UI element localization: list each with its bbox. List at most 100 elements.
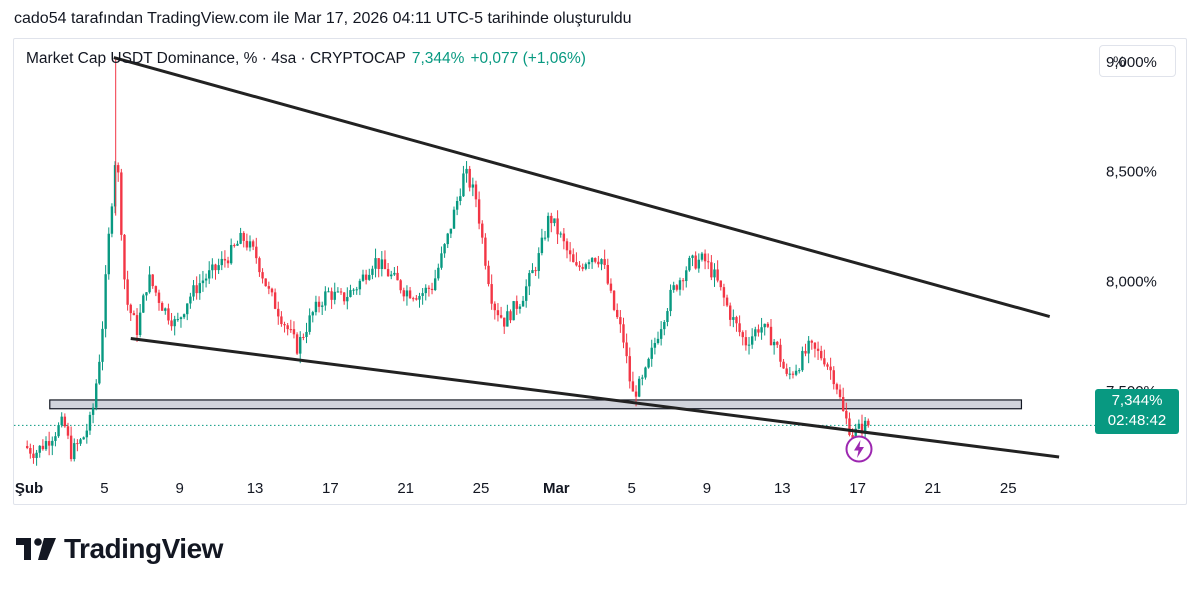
candle-body — [785, 368, 788, 374]
candle-body — [380, 259, 384, 269]
candle-body — [364, 274, 368, 280]
candle-body — [656, 338, 660, 344]
candle-body — [324, 291, 327, 306]
tradingview-logo[interactable]: TradingView — [16, 533, 223, 565]
candle-body — [681, 280, 685, 282]
candle-body — [437, 267, 440, 279]
percent-scale-button[interactable]: % — [1099, 45, 1176, 77]
candle-body — [722, 287, 726, 298]
candle-body — [641, 377, 644, 379]
lightning-icon[interactable] — [845, 435, 873, 463]
candle-body — [107, 233, 110, 275]
candle-body — [556, 218, 559, 235]
candle-body — [314, 301, 318, 313]
candle-body — [550, 215, 553, 224]
candle-body — [25, 446, 29, 449]
candle-body — [277, 308, 280, 317]
candle-body — [675, 285, 679, 290]
candle-body — [418, 295, 421, 300]
candle-body — [543, 237, 547, 239]
candle-body — [280, 316, 283, 325]
candle-body — [195, 285, 198, 294]
candle-body — [186, 303, 189, 315]
candle-body — [572, 254, 575, 263]
candle-body — [741, 332, 744, 338]
candle-body — [342, 292, 346, 302]
candle-body — [182, 314, 186, 318]
candle-body — [95, 383, 98, 408]
candle-body — [788, 373, 792, 375]
candle-body — [524, 286, 528, 301]
candle-body — [653, 343, 657, 348]
x-tick-label: Mar — [543, 480, 570, 497]
candle-body — [459, 196, 462, 202]
candle-body — [138, 312, 142, 336]
candle-body — [484, 237, 487, 266]
candle-body — [352, 289, 355, 291]
candle-body — [308, 315, 311, 332]
candle-body — [568, 250, 572, 255]
candle-body — [135, 315, 139, 336]
candle-body — [443, 244, 446, 254]
candle-body — [838, 389, 842, 398]
candle-body — [295, 334, 299, 354]
candle-body — [132, 313, 136, 316]
candle-body — [760, 327, 763, 333]
candle-body — [292, 329, 296, 335]
candle-body — [832, 370, 835, 385]
candle-body — [339, 291, 343, 293]
candle-body — [264, 278, 267, 287]
candle-body — [208, 270, 211, 279]
candle-body — [713, 269, 716, 278]
candle-body — [716, 269, 719, 281]
candle-body — [101, 328, 104, 362]
candle-body — [678, 280, 682, 290]
candle-body — [142, 295, 145, 313]
candle-body — [685, 270, 688, 282]
chart-legend[interactable]: Market Cap USDT Dominance, % · 4sa · CRY… — [26, 50, 586, 68]
candle-body — [700, 253, 704, 260]
legend-change: +0,077 (+1,06%) — [470, 50, 586, 67]
candle-body — [597, 261, 600, 265]
legend-value: 7,344% — [411, 50, 465, 67]
candle-body — [201, 280, 205, 284]
candle-body — [164, 308, 167, 311]
x-tick-label: 21 — [925, 480, 942, 497]
candle-body — [644, 367, 647, 378]
candle-body — [531, 270, 534, 274]
candle-body — [220, 258, 223, 266]
candle-body — [487, 265, 490, 285]
candle-body — [116, 165, 120, 173]
candle-body — [189, 296, 192, 304]
candle-body — [863, 420, 867, 434]
candle-body — [835, 384, 839, 390]
upper-trendline — [113, 56, 1051, 318]
support-zone — [49, 399, 1023, 410]
candle-body — [669, 289, 672, 312]
candle-body — [91, 407, 95, 415]
candle-body — [845, 410, 848, 419]
candle-body — [612, 290, 616, 310]
candle-body — [823, 358, 826, 365]
candle-body — [302, 336, 305, 338]
candle-body — [534, 270, 537, 272]
candle-body — [333, 291, 336, 300]
chart-credit: cado54 tarafından TradingView.com ile Ma… — [14, 10, 632, 27]
candle-body — [744, 337, 748, 346]
candle-body — [120, 172, 123, 235]
candle-body — [320, 305, 324, 307]
candle-body — [170, 320, 173, 327]
candle-body — [427, 287, 431, 289]
candle-body — [791, 373, 795, 375]
candle-body — [60, 416, 63, 426]
candle-body — [154, 286, 158, 293]
candle-body — [628, 356, 631, 382]
candle-body — [575, 262, 578, 266]
candle-body — [283, 324, 286, 326]
candle-body — [361, 274, 365, 281]
candle-body — [110, 206, 114, 234]
candle-body — [553, 218, 556, 224]
candle-body — [311, 312, 314, 316]
x-tick-label: 25 — [473, 480, 490, 497]
